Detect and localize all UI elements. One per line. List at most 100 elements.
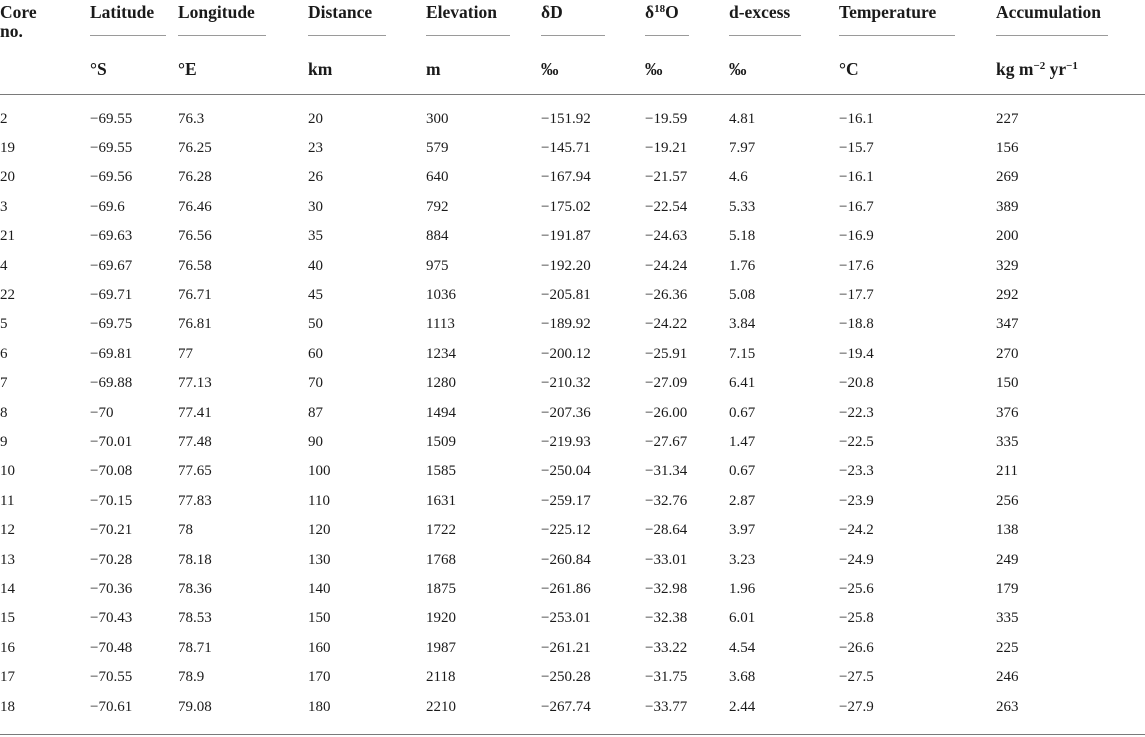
unit-kg-m: kg m	[996, 59, 1034, 79]
cell-core: 21	[0, 228, 15, 245]
cell-d18O: −33.01	[645, 551, 688, 568]
cell-temp: −23.9	[839, 492, 874, 509]
cell-core: 10	[0, 463, 15, 480]
cell-lon: 77.13	[178, 375, 212, 392]
col-header-delta-18o: δ18O	[645, 0, 729, 52]
cell-lat: −70.01	[90, 433, 133, 450]
cell-temp: −27.5	[839, 669, 874, 686]
header-rule	[426, 35, 510, 36]
cell-elev: 1987	[426, 639, 456, 656]
cell-temp: −19.4	[839, 345, 874, 362]
cell-acc: 138	[996, 522, 1019, 539]
cell-dist: 40	[308, 257, 323, 274]
cell-d18O: −32.38	[645, 610, 688, 627]
cell-elev: 1631	[426, 492, 456, 509]
unit-core	[0, 52, 90, 95]
col-header-distance: Distance	[308, 0, 426, 52]
unit-elevation: m	[426, 52, 541, 95]
cell-d18O: −24.22	[645, 316, 688, 333]
col-header-temperature: Temperature	[839, 0, 996, 52]
header-rule	[996, 35, 1108, 36]
cell-d18O: −33.77	[645, 698, 688, 715]
cell-lon: 78.36	[178, 581, 212, 597]
cell-dist: 35	[308, 228, 323, 245]
cell-acc: 211	[996, 463, 1018, 480]
cell-acc: 156	[996, 139, 1019, 156]
cell-dist: 140	[308, 581, 331, 597]
col-header-core-line2: no.	[0, 21, 23, 41]
cell-elev: 579	[426, 139, 449, 156]
cell-temp: −22.5	[839, 433, 874, 450]
cell-temp: −23.3	[839, 463, 874, 480]
cell-lat: −70.48	[90, 639, 133, 656]
cell-acc: 246	[996, 669, 1019, 686]
cell-lon: 77.65	[178, 463, 212, 480]
cell-dex: 2.44	[729, 698, 756, 715]
cell-temp: −16.1	[839, 110, 874, 127]
cell-lat: −69.6	[90, 198, 125, 215]
cell-lat: −70.43	[90, 610, 133, 627]
cell-temp: −17.6	[839, 257, 874, 274]
cell-temp: −25.8	[839, 610, 874, 627]
cell-dist: 45	[308, 286, 323, 303]
unit-temperature: °C	[839, 52, 996, 95]
table-row: 7 −69.88 77.13 70 1280 −210.32 −27.09 6.41 −20.8…	[0, 369, 1145, 398]
cell-lon: 76.25	[178, 139, 212, 156]
isotope-superscript: 18	[654, 3, 666, 15]
cell-dex: 3.97	[729, 522, 756, 539]
cell-core: 9	[0, 433, 8, 450]
cell-d18O: −22.54	[645, 198, 688, 215]
cell-acc: 200	[996, 228, 1019, 245]
cell-elev: 2118	[426, 669, 456, 686]
col-header-distance-label: Distance	[308, 2, 373, 22]
cell-lon: 78.9	[178, 669, 205, 686]
cell-acc: 347	[996, 316, 1019, 333]
table-row: 11 −70.15 77.83 110 1631 −259.17 −32.76 2.87 −23…	[0, 487, 1145, 516]
cell-dex: 7.15	[729, 345, 756, 362]
cell-lat: −70.55	[90, 669, 133, 686]
header-rule	[308, 35, 386, 36]
cell-temp: −24.2	[839, 522, 874, 539]
cell-dex: 6.01	[729, 610, 756, 627]
cell-core: 18	[0, 698, 15, 715]
cell-dD: −259.17	[541, 492, 591, 509]
cell-dex: 3.84	[729, 316, 756, 333]
cell-dD: −250.04	[541, 463, 591, 480]
cell-core: 16	[0, 639, 15, 656]
cell-elev: 975	[426, 257, 449, 274]
cell-dex: 3.23	[729, 551, 756, 568]
table-row: 10 −70.08 77.65 100 1585 −250.04 −31.34 0.67 −23…	[0, 457, 1145, 486]
cell-lat: −69.88	[90, 375, 133, 392]
table-bottom-rule	[0, 734, 1145, 735]
cell-core: 19	[0, 139, 15, 156]
cell-elev: 1494	[426, 404, 456, 421]
cell-dist: 100	[308, 463, 331, 480]
col-header-delta-d: δD	[541, 0, 645, 52]
core-data-table: Core no. Latitude Longitude Distance Ele…	[0, 0, 1145, 722]
cell-d18O: −33.22	[645, 639, 688, 656]
cell-dex: 4.6	[729, 169, 748, 186]
cell-lat: −70.28	[90, 551, 133, 568]
oxygen-symbol: O	[665, 2, 679, 22]
cell-acc: 270	[996, 345, 1019, 362]
table-row: 4 −69.67 76.58 40 975 −192.20 −24.24 1.76 −17.6 3…	[0, 252, 1145, 281]
cell-dex: 1.76	[729, 257, 756, 274]
header-rule	[178, 35, 266, 36]
cell-dist: 110	[308, 492, 330, 509]
cell-acc: 269	[996, 169, 1019, 186]
cell-core: 3	[0, 198, 8, 215]
cell-d18O: −25.91	[645, 345, 688, 362]
col-header-d-excess-label: d-excess	[729, 2, 791, 22]
cell-temp: −26.6	[839, 639, 874, 656]
cell-d18O: −28.64	[645, 522, 688, 539]
table-row: 18 −70.61 79.08 180 2210 −267.74 −33.77 2.44 −27…	[0, 693, 1145, 722]
table-row: 20 −69.56 76.28 26 640 −167.94 −21.57 4.6 −16.1 2…	[0, 163, 1145, 192]
cell-dex: 0.67	[729, 404, 756, 421]
cell-elev: 300	[426, 110, 449, 127]
col-header-elevation: Elevation	[426, 0, 541, 52]
cell-lon: 77.41	[178, 404, 212, 421]
cell-core: 20	[0, 169, 15, 186]
col-header-accumulation-label: Accumulation	[996, 2, 1101, 22]
unit-latitude: °S	[90, 52, 178, 95]
cell-d18O: −32.76	[645, 492, 688, 509]
